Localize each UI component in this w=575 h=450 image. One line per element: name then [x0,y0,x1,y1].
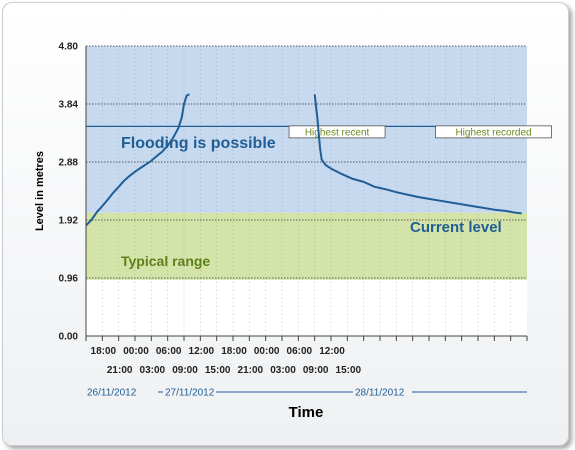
typical-range-label: Typical range [121,253,210,269]
x-tick-label: 18:00 [221,346,247,357]
x-tick-label: 06:00 [156,346,182,357]
x-axis-title: Time [289,404,324,421]
date-label: 26/11/2012 [87,388,137,399]
x-tick-label: 15:00 [336,365,362,376]
y-tick-label: 0.00 [59,332,79,343]
highest-recent-box [288,125,386,139]
x-tick-label: 12:00 [319,346,345,357]
y-tick-label: 0.96 [59,274,79,285]
x-tick-label: 00:00 [123,346,149,357]
date-label: 28/11/2012 [355,388,405,399]
x-tick-label: 03:00 [270,365,296,376]
level-line-segment-1 [85,93,190,227]
x-tick-label: 09:00 [172,365,198,376]
current-level-label: Current level [410,219,502,236]
highest-recorded-box [435,125,552,139]
x-tick-label: 21:00 [238,365,264,376]
x-tick-label: 03:00 [140,365,166,376]
x-tick-label: 21:00 [107,365,133,376]
x-tick-label: 00:00 [254,346,280,357]
flood-zone-label: Flooding is possible [121,135,276,152]
x-tick-label: 18:00 [91,346,117,357]
y-tick-label: 3.84 [59,100,79,111]
typical-range-zone [86,212,527,280]
y-tick-label: 1.92 [59,216,79,227]
y-tick-label: 4.80 [59,42,79,53]
y-axis-title: Level in metres [34,151,46,231]
x-tick-label: 09:00 [303,365,329,376]
x-tick-label: 15:00 [205,365,231,376]
x-tick-label: 12:00 [189,346,215,357]
level-line-segment-2 [313,94,522,215]
date-label: 27/11/2012 [165,388,215,399]
x-tick-label: 06:00 [287,346,313,357]
highest-recorded-label: Highest recorded [455,127,531,138]
highest-recent-label: Highest recent [305,127,370,138]
y-tick-label: 2.88 [59,158,79,169]
